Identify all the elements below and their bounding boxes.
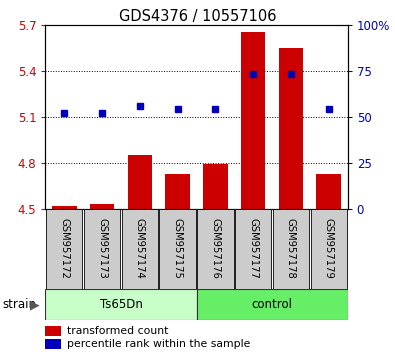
Bar [166, 173, 190, 209]
Text: GSM957173: GSM957173 [97, 218, 107, 279]
Bar [45, 289, 197, 320]
Bar [45, 339, 60, 349]
Text: GDS4376 / 10557106: GDS4376 / 10557106 [119, 9, 276, 24]
Bar [122, 209, 158, 289]
Bar [84, 209, 120, 289]
Bar [46, 209, 83, 289]
Text: GSM957172: GSM957172 [59, 218, 69, 279]
Bar [310, 209, 347, 289]
Text: GSM957175: GSM957175 [173, 218, 182, 279]
Bar [235, 209, 271, 289]
Bar [52, 206, 77, 209]
Text: control: control [252, 298, 293, 311]
Text: percentile rank within the sample: percentile rank within the sample [67, 339, 250, 349]
Text: GSM957179: GSM957179 [324, 218, 334, 279]
Bar [273, 209, 309, 289]
Text: GSM957174: GSM957174 [135, 218, 145, 279]
Text: GSM957178: GSM957178 [286, 218, 296, 279]
Text: ▶: ▶ [30, 298, 40, 311]
Bar [160, 209, 196, 289]
Bar [45, 326, 60, 336]
Bar [197, 289, 348, 320]
Bar [128, 155, 152, 209]
Bar [278, 48, 303, 209]
Bar [316, 173, 341, 209]
Bar [241, 33, 265, 209]
Bar [90, 204, 115, 209]
Text: Ts65Dn: Ts65Dn [100, 298, 143, 311]
Text: transformed count: transformed count [67, 326, 168, 336]
Bar [197, 209, 233, 289]
Text: GSM957176: GSM957176 [211, 218, 220, 279]
Bar [203, 164, 228, 209]
Text: strain: strain [2, 298, 36, 311]
Text: GSM957177: GSM957177 [248, 218, 258, 279]
